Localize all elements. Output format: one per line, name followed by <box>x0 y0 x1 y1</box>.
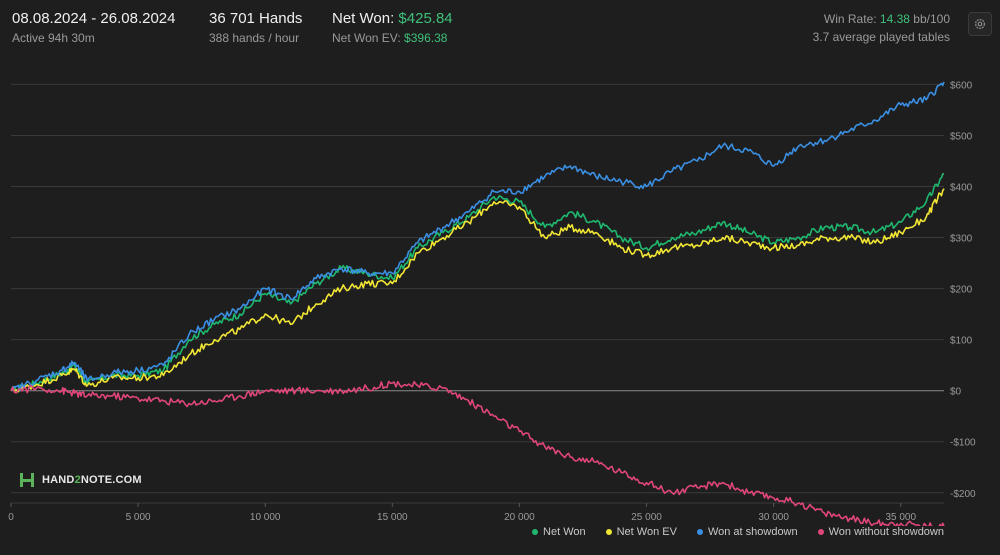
y-tick-label: $400 <box>950 183 973 194</box>
legend-label: Net Won <box>543 526 586 538</box>
y-tick-label: $200 <box>950 285 973 296</box>
legend-item-non-showdown[interactable]: Won without showdown <box>817 526 944 538</box>
settings-button[interactable] <box>968 12 992 36</box>
series-line-won-at-showdown <box>10 81 945 392</box>
series-line-net-won <box>10 173 945 393</box>
hands-count: 36 701 Hands <box>209 10 303 27</box>
legend-dot-icon <box>817 529 824 535</box>
x-tick-label: 35 000 <box>885 512 916 523</box>
hand2note-logo-icon <box>20 473 34 487</box>
summary-header: 08.08.2024 - 26.08.2024 Active 94h 30m 3… <box>0 0 1000 56</box>
legend-item-net-won[interactable]: Net Won <box>532 526 586 538</box>
legend-label: Net Won EV <box>616 526 677 538</box>
x-tick-label: 15 000 <box>377 512 408 523</box>
average-tables: 3.7 average played tables <box>812 30 950 44</box>
x-tick-label: 25 000 <box>631 512 662 523</box>
chart-legend: Net Won Net Won EV Won at showdown Won w… <box>532 526 944 538</box>
results-chart: $600 $500 $400 $300 $200 $100 $0 -$100 -$200 0 5 0… <box>8 80 976 526</box>
hands-stat: 36 701 Hands 388 hands / hour <box>209 10 302 45</box>
y-tick-label: -$100 <box>950 438 976 449</box>
y-tick-label: $500 <box>950 131 973 142</box>
hand2note-logo: HAND2NOTE.COM <box>18 471 142 489</box>
hands-per-hour: 388 hands / hour <box>209 31 300 45</box>
y-tick-label: -$200 <box>950 489 976 500</box>
net-won-value: $425.84 <box>398 10 453 27</box>
logo-text-c: NOTE.COM <box>80 474 142 486</box>
win-rate-value: 14.38 <box>879 12 910 26</box>
active-time: Active 94h 30m <box>12 31 95 45</box>
date-stat: 08.08.2024 - 26.08.2024 Active 94h 30m <box>12 10 175 45</box>
win-rate-unit: bb/100 <box>913 12 950 26</box>
legend-dot-icon <box>696 529 703 535</box>
legend-item-showdown[interactable]: Won at showdown <box>696 526 798 538</box>
y-tick-label: $600 <box>950 80 973 91</box>
logo-text-b: 2 <box>74 474 81 486</box>
x-tick-label: 20 000 <box>504 512 535 523</box>
legend-dot-icon <box>532 529 539 535</box>
gear-icon <box>974 18 986 30</box>
date-range: 08.08.2024 - 26.08.2024 <box>12 10 176 27</box>
logo-text-a: HAND <box>42 474 75 486</box>
legend-label: Won at showdown <box>707 526 798 538</box>
legend-label: Won without showdown <box>828 526 944 538</box>
net-won-ev-label: Net Won EV: <box>332 31 401 45</box>
net-won-label: Net Won: <box>332 10 395 27</box>
x-tick-label: 5 000 <box>126 512 151 523</box>
x-tick-label: 10 000 <box>250 512 281 523</box>
x-tick-label: 0 <box>8 512 14 523</box>
y-tick-label: $300 <box>950 234 973 245</box>
net-won-stat: Net Won: $425.84 Net Won EV: $396.38 <box>332 10 453 45</box>
net-won-ev-value: $396.38 <box>404 31 448 45</box>
y-tick-label: $0 <box>950 387 962 398</box>
win-rate-stat: Win Rate: 14.38 bb/100 3.7 average playe… <box>813 12 950 44</box>
y-tick-label: $100 <box>950 336 973 347</box>
series-line-won-without-showdown <box>10 380 945 526</box>
legend-item-net-won-ev[interactable]: Net Won EV <box>605 526 677 538</box>
x-tick-label: 30 000 <box>758 512 789 523</box>
legend-dot-icon <box>605 529 612 535</box>
series-line-net-won-ev <box>10 188 945 393</box>
win-rate-label: Win Rate: <box>823 12 877 26</box>
